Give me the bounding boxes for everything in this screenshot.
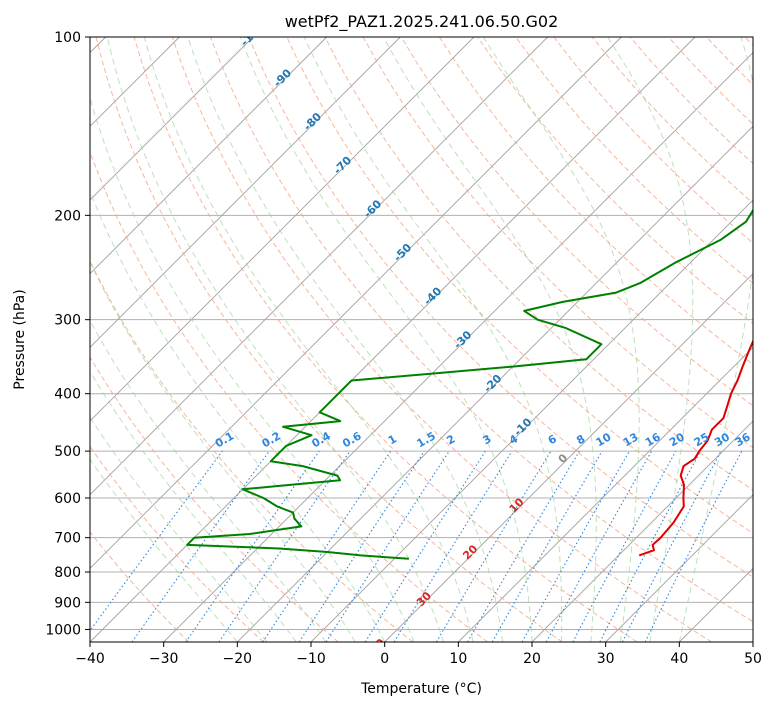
- mixing-ratio-line: [393, 450, 513, 642]
- dry-adiabat: [90, 445, 264, 642]
- isotherm-line: [531, 420, 753, 642]
- moist-adiabat: [239, 37, 533, 642]
- x-axis-label: Temperature (°C): [360, 681, 482, 697]
- mixing-ratio-line: [572, 450, 677, 642]
- mixing-ratio-line: [545, 450, 653, 642]
- x-tick-label: 30: [597, 651, 615, 667]
- moist-adiabat: [90, 96, 415, 642]
- moist-adiabat: [90, 189, 386, 642]
- x-tick-label: 40: [670, 651, 688, 667]
- series-layer: [186, 208, 753, 560]
- moist-adiabat: [383, 37, 597, 642]
- moist-adiabat: [143, 37, 474, 642]
- mixing-ratio-line: [298, 450, 425, 642]
- moist-adiabat: [90, 370, 297, 642]
- moist-adiabat: [303, 37, 563, 642]
- mixing-ratio-line: [131, 450, 270, 642]
- moist-adiabat: [678, 37, 753, 642]
- x-tick-label: −40: [75, 651, 105, 667]
- y-tick-label: 100: [54, 30, 81, 46]
- x-tick-label: −20: [223, 651, 253, 667]
- chart-title: wetPf2_PAZ1.2025.241.06.50.G02: [285, 12, 559, 32]
- x-tick-label: 10: [449, 651, 467, 667]
- wet-bulb-label: 40: [368, 636, 388, 656]
- dry-adiabat: [438, 37, 753, 366]
- isotherm-line: [237, 125, 753, 642]
- isotherm-line: [163, 52, 753, 642]
- x-tick-label: −10: [296, 651, 326, 667]
- isotherm-line: [90, 37, 622, 569]
- dry-adiabat: [90, 531, 190, 642]
- isotherm-line: [384, 273, 753, 642]
- dry-adiabat: [90, 150, 488, 642]
- mixing-ratio-line: [185, 450, 320, 642]
- y-tick-label: 700: [54, 531, 81, 547]
- y-tick-label: 200: [54, 208, 81, 224]
- mixing-ratio-line: [262, 450, 392, 642]
- moist-adiabat: [607, 37, 694, 642]
- dry-adiabat: [400, 37, 753, 407]
- moist-adiabat: [482, 37, 640, 642]
- mixing-ratio-line: [218, 450, 351, 642]
- isotherm-line: [90, 37, 475, 422]
- dry-adiabat: [324, 37, 753, 491]
- dewpoint-profile: [186, 208, 753, 560]
- y-tick-label: 1000: [45, 622, 81, 638]
- isotherm-line: [90, 37, 548, 496]
- moist-adiabat: [90, 319, 327, 642]
- y-tick-label: 500: [54, 444, 81, 460]
- mixing-ratio-line: [325, 450, 450, 642]
- y-tick-label: 600: [54, 491, 81, 507]
- y-tick-label: 300: [54, 313, 81, 329]
- isotherm-line: [90, 37, 401, 348]
- x-tick-label: 0: [380, 651, 389, 667]
- x-tick-label: 50: [744, 651, 762, 667]
- y-tick-label: 800: [54, 565, 81, 581]
- moist-adiabat: [90, 260, 356, 642]
- dry-adiabat: [90, 259, 414, 642]
- dry-adiabat: [133, 37, 638, 642]
- moist-adiabat: [90, 416, 268, 642]
- y-tick-label: 400: [54, 387, 81, 403]
- axes: −40 −30 −20 −10 0 10 20 30 40 50 100 200 300 400 500 60…: [45, 30, 762, 667]
- mixing-ratio-line: [644, 450, 743, 642]
- x-tick-label: 20: [523, 651, 541, 667]
- isotherm-line: [90, 37, 254, 201]
- moist-adiabat: [106, 37, 445, 642]
- dry-adiabat: [248, 37, 753, 578]
- dry-adiabat: [90, 356, 339, 642]
- x-tick-label: −30: [149, 651, 179, 667]
- dry-adiabat: [95, 37, 563, 642]
- moist-adiabat: [90, 458, 238, 642]
- dry-adiabat: [515, 37, 753, 284]
- dry-adiabat: [171, 37, 712, 642]
- mixing-ratio-line: [521, 450, 630, 642]
- plot-frame: [89, 36, 754, 643]
- isotherm-line: [90, 37, 327, 275]
- isotherm-line: [605, 494, 753, 642]
- y-axis-label: Pressure (hPa): [12, 289, 28, 389]
- temperature-profile: [638, 338, 753, 557]
- dry-adiabat: [210, 37, 753, 623]
- mixing-ratio-line: [90, 450, 223, 632]
- moist-adiabat: [187, 37, 503, 642]
- y-tick-label: 900: [54, 595, 81, 611]
- isotherm-label: -100: [238, 20, 267, 49]
